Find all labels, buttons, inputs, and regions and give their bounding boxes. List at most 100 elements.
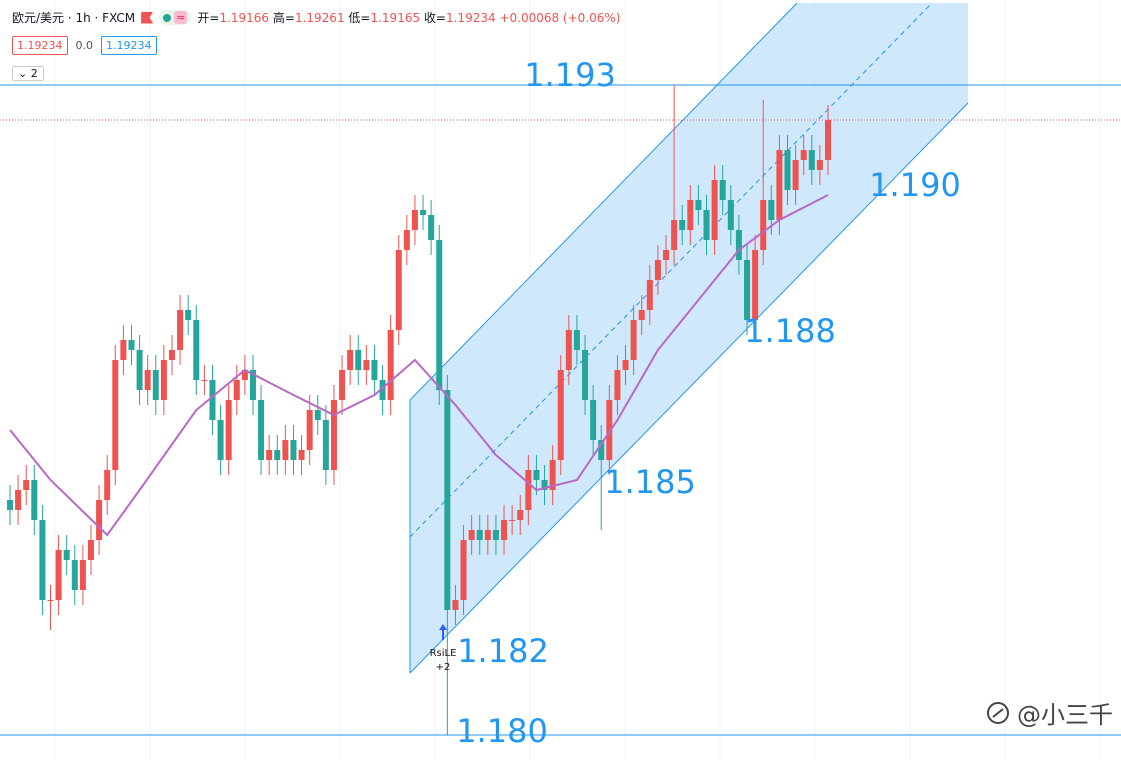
- candle-body: [177, 310, 184, 350]
- candle-body: [87, 540, 94, 560]
- flag-icon[interactable]: [141, 11, 154, 24]
- candle-body: [727, 200, 734, 230]
- watermark-icon: [987, 701, 1009, 724]
- candle-body: [582, 350, 589, 400]
- annotation: 1.188: [744, 312, 836, 350]
- candle-body: [217, 420, 224, 460]
- candle-body: [96, 500, 103, 540]
- candle-body: [468, 530, 475, 540]
- candle-body: [266, 450, 273, 460]
- candle-body: [533, 470, 540, 480]
- candle-body: [808, 150, 815, 170]
- candle-body: [298, 450, 305, 460]
- candle-body: [509, 520, 516, 521]
- sell-button[interactable]: 1.19234: [12, 36, 68, 55]
- candle-body: [557, 370, 564, 460]
- candle-body: [768, 200, 775, 220]
- low: 1.19165: [370, 11, 421, 25]
- candle-body: [258, 400, 265, 460]
- candle-body: [160, 360, 167, 400]
- candle-body: [282, 440, 289, 460]
- signal-arrow: [439, 624, 447, 640]
- candle-body: [330, 400, 337, 470]
- candle-body: [15, 490, 22, 510]
- candle-body: [55, 550, 62, 600]
- candle-body: [444, 390, 451, 610]
- channel-mid: [409, 4, 931, 538]
- annotation: 1.182: [457, 632, 549, 670]
- candle-body: [411, 210, 418, 230]
- candle-body: [525, 470, 532, 510]
- legend-bar: 欧元/美元 · 1h · FXCM ≈ 开=1.19166 高=1.19261 …: [12, 9, 620, 26]
- candle-body: [606, 400, 613, 460]
- candle-body: [800, 150, 807, 160]
- collapse-button[interactable]: ⌄ 2: [12, 66, 44, 81]
- candle-body: [590, 400, 597, 440]
- candle-body: [112, 360, 119, 470]
- channel-upper: [409, 2, 798, 401]
- candle-body: [573, 330, 580, 350]
- channel-lower: [409, 102, 969, 674]
- candle-body: [792, 160, 799, 190]
- candle-body: [744, 260, 751, 320]
- ohlc: 开=1.19166 高=1.19261 低=1.19165 收=1.19234 …: [197, 9, 620, 26]
- open: 1.19166: [219, 11, 270, 25]
- high-label: 高=: [272, 11, 295, 25]
- candle-body: [128, 340, 135, 350]
- candle-body: [687, 200, 694, 230]
- candle-body: [136, 350, 143, 390]
- high: 1.19261: [294, 11, 345, 25]
- candle-body: [630, 320, 637, 360]
- candle-body: [784, 150, 791, 190]
- candle-body: [371, 360, 378, 380]
- signal-label: RsiLE: [430, 648, 457, 659]
- candle-body: [501, 520, 508, 540]
- candle-body: [339, 370, 346, 400]
- candle-body: [233, 380, 240, 400]
- candle-body: [209, 380, 216, 420]
- candle-body: [654, 260, 661, 280]
- channel-fill: [410, 3, 968, 673]
- candle-body: [671, 220, 678, 250]
- candle-body: [79, 560, 86, 590]
- candle-body: [663, 250, 670, 260]
- candle-body: [614, 370, 621, 400]
- candle-body: [541, 480, 548, 490]
- candle-body: [152, 370, 159, 400]
- candle-body: [168, 350, 175, 360]
- close: 1.19234: [445, 11, 496, 25]
- candle-body: [752, 250, 759, 320]
- candle-body: [120, 340, 127, 360]
- candle-body: [646, 280, 653, 310]
- candle-body: [63, 550, 70, 560]
- candle-body: [322, 420, 329, 470]
- candle-body: [711, 180, 718, 240]
- candle-body: [31, 480, 38, 520]
- candle-body: [7, 500, 13, 510]
- candle-body: [492, 530, 499, 540]
- candle-body: [735, 230, 742, 260]
- annotation: 1.180: [456, 712, 548, 750]
- candle-body: [476, 530, 483, 540]
- candle-body: [355, 350, 362, 370]
- signal-qty: +2: [436, 662, 451, 673]
- candle-body: [387, 330, 394, 400]
- candle-body: [39, 520, 46, 600]
- buy-button[interactable]: 1.19234: [101, 36, 157, 55]
- candle-body: [395, 250, 402, 330]
- candle-body: [695, 200, 702, 210]
- candle-body: [144, 370, 151, 390]
- candle-body: [420, 210, 427, 215]
- candle-body: [428, 215, 435, 240]
- candle-body: [23, 480, 30, 490]
- candle-body: [274, 450, 281, 460]
- open-label: 开=: [197, 11, 220, 25]
- symbol[interactable]: 欧元/美元 · 1h · FXCM: [12, 11, 136, 25]
- candle-body: [484, 530, 491, 540]
- moving-average: [9, 194, 829, 537]
- candle-body: [622, 360, 629, 370]
- status: ≈: [159, 10, 192, 25]
- candle-body: [347, 350, 354, 370]
